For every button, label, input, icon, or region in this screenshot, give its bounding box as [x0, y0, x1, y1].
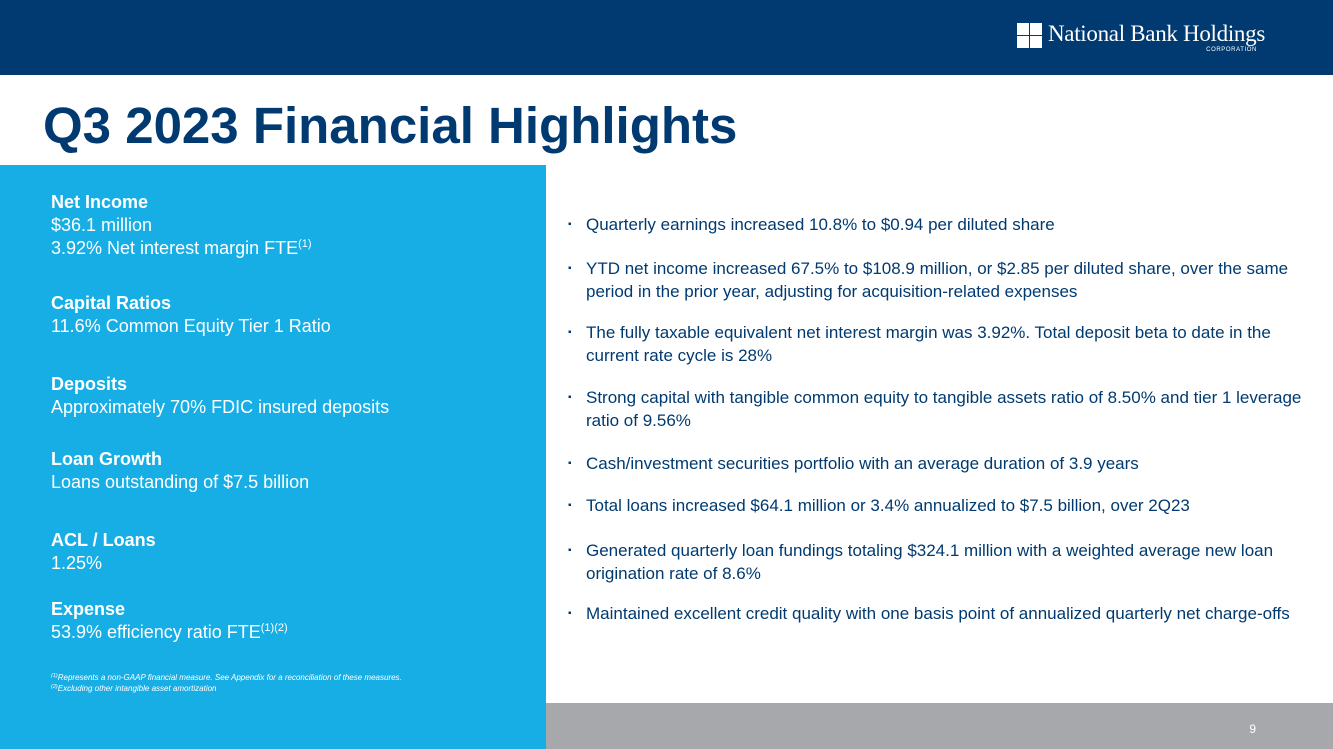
- header-bar: National Bank Holdings CORPORATION: [0, 0, 1333, 75]
- bullet-icon: ▪: [568, 500, 572, 511]
- stat-expense: Expense 53.9% efficiency ratio FTE(1)(2): [51, 598, 288, 644]
- list-item: ▪ Generated quarterly loan fundings tota…: [568, 539, 1313, 585]
- bullet-icon: ▪: [568, 392, 572, 403]
- company-logo: National Bank Holdings CORPORATION: [1017, 21, 1265, 54]
- logo-squares-icon: [1017, 23, 1042, 48]
- list-item-text: Generated quarterly loan fundings totali…: [586, 541, 1274, 583]
- footer-bar: [546, 703, 1333, 749]
- bullet-icon: ▪: [568, 219, 572, 230]
- stat-heading: Loan Growth: [51, 449, 162, 469]
- bullet-icon: ▪: [568, 327, 572, 338]
- footnote: (1)Represents a non-GAAP financial measu…: [51, 673, 402, 682]
- stat-loan-growth: Loan Growth Loans outstanding of $7.5 bi…: [51, 448, 309, 494]
- stat-net-income: Net Income $36.1 million 3.92% Net inter…: [51, 191, 312, 260]
- list-item: ▪ YTD net income increased 67.5% to $108…: [568, 257, 1313, 303]
- bullet-icon: ▪: [568, 608, 572, 619]
- list-item: ▪ Total loans increased $64.1 million or…: [568, 494, 1313, 517]
- stat-heading: Expense: [51, 599, 126, 619]
- bullet-icon: ▪: [568, 545, 572, 556]
- footnote-ref: (1): [298, 238, 312, 250]
- footnotes: (1)Represents a non-GAAP financial measu…: [51, 672, 402, 694]
- stat-value: 1.25%: [51, 553, 103, 573]
- list-item: ▪ Maintained excellent credit quality wi…: [568, 602, 1313, 625]
- stat-capital-ratios: Capital Ratios 11.6% Common Equity Tier …: [51, 292, 331, 338]
- footnote: (2)Excluding other intangible asset amor…: [51, 684, 217, 693]
- list-item-text: Strong capital with tangible common equi…: [586, 388, 1302, 430]
- list-item: ▪ Strong capital with tangible common eq…: [568, 386, 1313, 432]
- logo-name: National Bank Holdings: [1048, 21, 1265, 46]
- page-title: Q3 2023 Financial Highlights: [43, 97, 738, 154]
- stat-value: $36.1 million: [51, 215, 153, 235]
- stat-heading: ACL / Loans: [51, 530, 156, 550]
- footnote-ref: (1)(2): [260, 622, 288, 634]
- list-item-text: The fully taxable equivalent net interes…: [586, 323, 1271, 365]
- list-item-text: Maintained excellent credit quality with…: [586, 604, 1290, 623]
- stat-heading: Net Income: [51, 192, 149, 212]
- list-item: ▪ Quarterly earnings increased 10.8% to …: [568, 213, 1313, 236]
- list-item-text: Total loans increased $64.1 million or 3…: [586, 496, 1190, 515]
- list-item-text: YTD net income increased 67.5% to $108.9…: [586, 259, 1289, 301]
- stat-deposits: Deposits Approximately 70% FDIC insured …: [51, 373, 389, 419]
- logo-subtitle: CORPORATION: [1206, 47, 1257, 53]
- list-item: ▪ The fully taxable equivalent net inter…: [568, 321, 1313, 367]
- stat-value: 3.92% Net interest margin FTE(1): [51, 238, 312, 258]
- key-metrics-panel: Net Income $36.1 million 3.92% Net inter…: [0, 165, 546, 749]
- stat-heading: Capital Ratios: [51, 293, 172, 313]
- list-item: ▪ Cash/investment securities portfolio w…: [568, 452, 1313, 475]
- stat-value: Loans outstanding of $7.5 billion: [51, 472, 310, 492]
- stat-acl-loans: ACL / Loans 1.25%: [51, 529, 156, 575]
- stat-heading: Deposits: [51, 374, 128, 394]
- stat-value: 53.9% efficiency ratio FTE(1)(2): [51, 622, 288, 642]
- bullet-icon: ▪: [568, 458, 572, 469]
- list-item-text: Cash/investment securities portfolio wit…: [586, 454, 1139, 473]
- list-item-text: Quarterly earnings increased 10.8% to $0…: [586, 215, 1055, 234]
- stat-value: 11.6% Common Equity Tier 1 Ratio: [51, 316, 331, 336]
- page-number: 9: [1249, 722, 1256, 736]
- stat-value: Approximately 70% FDIC insured deposits: [51, 397, 390, 417]
- bullet-icon: ▪: [568, 263, 572, 274]
